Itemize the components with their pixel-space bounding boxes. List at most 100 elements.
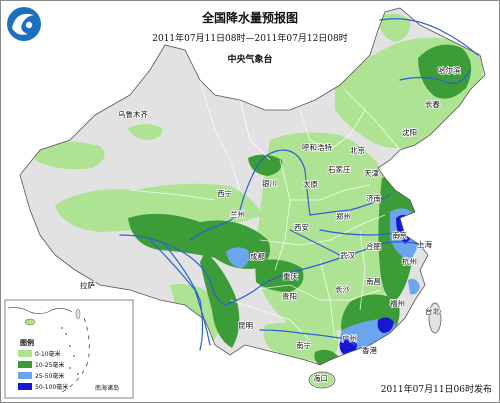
inset-frame (4, 299, 134, 399)
hainan-outline (308, 371, 336, 389)
province-line (274, 159, 291, 271)
city-label: 重庆 (283, 271, 298, 281)
inset-taiwan (75, 308, 81, 320)
legend-label-25-50: 25-50毫米 (35, 372, 64, 380)
map-title: 全国降水量预报图 (201, 11, 298, 25)
city-labels: 乌鲁木齐 拉萨 西宁 兰州 银川 呼和浩特 北京 天津 石家庄 太原 济南 郑州… (79, 64, 462, 384)
precip-0-10-urumqi (128, 124, 163, 140)
province-line (229, 299, 311, 341)
logo-swirl (12, 13, 34, 35)
province-line (344, 89, 401, 151)
city-label: 西安 (294, 222, 309, 232)
legend-label-0-10: 0-10毫米 (35, 350, 61, 358)
province-line (239, 99, 271, 161)
province-line (129, 189, 216, 201)
precip-25-50-zhejiang (408, 278, 420, 295)
legend-swatch-50-100 (18, 383, 32, 390)
songhua-river (399, 69, 471, 84)
precip-0-10-hainan (310, 373, 334, 387)
precip-50-100-east-guangdong (377, 317, 394, 333)
province-line (249, 284, 381, 301)
island-dot (73, 355, 75, 357)
city-label: 成都 (250, 251, 265, 261)
city-label: 天津 (364, 169, 379, 178)
city-label: 乌鲁木齐 (118, 109, 148, 119)
precip-10-25-heilongjiang (418, 44, 472, 99)
city-label: 台北 (425, 306, 440, 316)
logo-dot (25, 21, 33, 29)
city-label: 银川 (262, 179, 277, 188)
city-label: 长沙 (335, 284, 350, 294)
precip-0-10-xinjiang-north (33, 141, 105, 170)
inset-islands (61, 327, 79, 375)
city-label: 沈阳 (402, 127, 417, 137)
legend-swatch-25-50 (18, 372, 32, 379)
island-dot (69, 345, 71, 347)
legend-swatch-10-25 (18, 361, 32, 368)
precip-0-10-northeast-top (378, 13, 411, 42)
island-dot (61, 327, 63, 329)
legend-title: 图例 (20, 338, 34, 347)
nu-river (164, 244, 204, 351)
china-outline (19, 7, 486, 366)
south-china-sea-inset: 南海诸岛 图例 0-10毫米 10-25毫米 25-50毫米 50-100毫米 (4, 299, 134, 399)
city-label: 上海 (417, 239, 432, 249)
province-line (359, 229, 366, 311)
province-line (259, 214, 386, 246)
island-dot (65, 333, 67, 335)
city-label: 郑州 (336, 211, 351, 221)
issuing-agency: 中央气象台 (227, 55, 273, 65)
city-label: 兰州 (230, 209, 245, 219)
yangtze-river (119, 234, 424, 306)
cma-logo (7, 7, 41, 41)
city-label: 南昌 (366, 276, 381, 286)
city-label: 长春 (425, 99, 440, 109)
city-label: 香港 (362, 345, 377, 355)
heilongjiang-river (379, 18, 479, 56)
city-label: 贵阳 (282, 291, 297, 301)
province-line (319, 259, 336, 341)
taiwan-outline (428, 302, 442, 334)
island-dot (69, 367, 71, 369)
pearl-river (259, 329, 356, 346)
city-label: 北京 (350, 145, 365, 155)
yellow-river (189, 149, 391, 241)
rivers (119, 18, 479, 351)
legend-label-50-100: 50-100毫米 (35, 383, 68, 391)
city-label: 济南 (366, 193, 381, 203)
issue-time: 2011年07月11日06时发布 (380, 385, 492, 395)
city-label: 广州 (342, 333, 357, 343)
province-line (299, 109, 366, 151)
logo-disc (7, 7, 41, 41)
city-label: 西宁 (217, 188, 232, 198)
city-label: 海口 (313, 373, 328, 383)
city-label: 杭州 (402, 256, 417, 266)
province-line (290, 184, 371, 201)
precip-10-25-gansu (248, 154, 283, 176)
han-river (289, 229, 346, 259)
city-label: 呼和浩特 (302, 142, 332, 152)
inset-boundary-dashes (61, 317, 90, 393)
city-label: 武汉 (340, 250, 355, 260)
city-label: 南宁 (296, 340, 311, 350)
city-label: 南京 (392, 230, 407, 240)
province-boundaries (129, 79, 401, 341)
inset-coastline (7, 307, 73, 314)
city-label: 拉萨 (80, 280, 95, 290)
huai-river (319, 229, 396, 236)
city-label: 昆明 (238, 321, 253, 330)
precip-0-10-qinghai-tibet (55, 183, 262, 232)
island-dot (77, 373, 79, 375)
legend-swatch-0-10 (18, 350, 32, 357)
city-label: 太原 (303, 179, 318, 189)
city-label: 哈尔滨 (438, 65, 461, 75)
taiwan-island (429, 303, 441, 333)
province-line (199, 79, 241, 191)
inset-hainan (24, 318, 36, 326)
precip-25-50-sichuan (226, 247, 250, 268)
inset-label: 南海诸岛 (95, 384, 119, 392)
forecast-period: 2011年07月11日08时—2011年07月12日08时 (152, 34, 348, 44)
city-label: 合肥 (366, 241, 381, 251)
